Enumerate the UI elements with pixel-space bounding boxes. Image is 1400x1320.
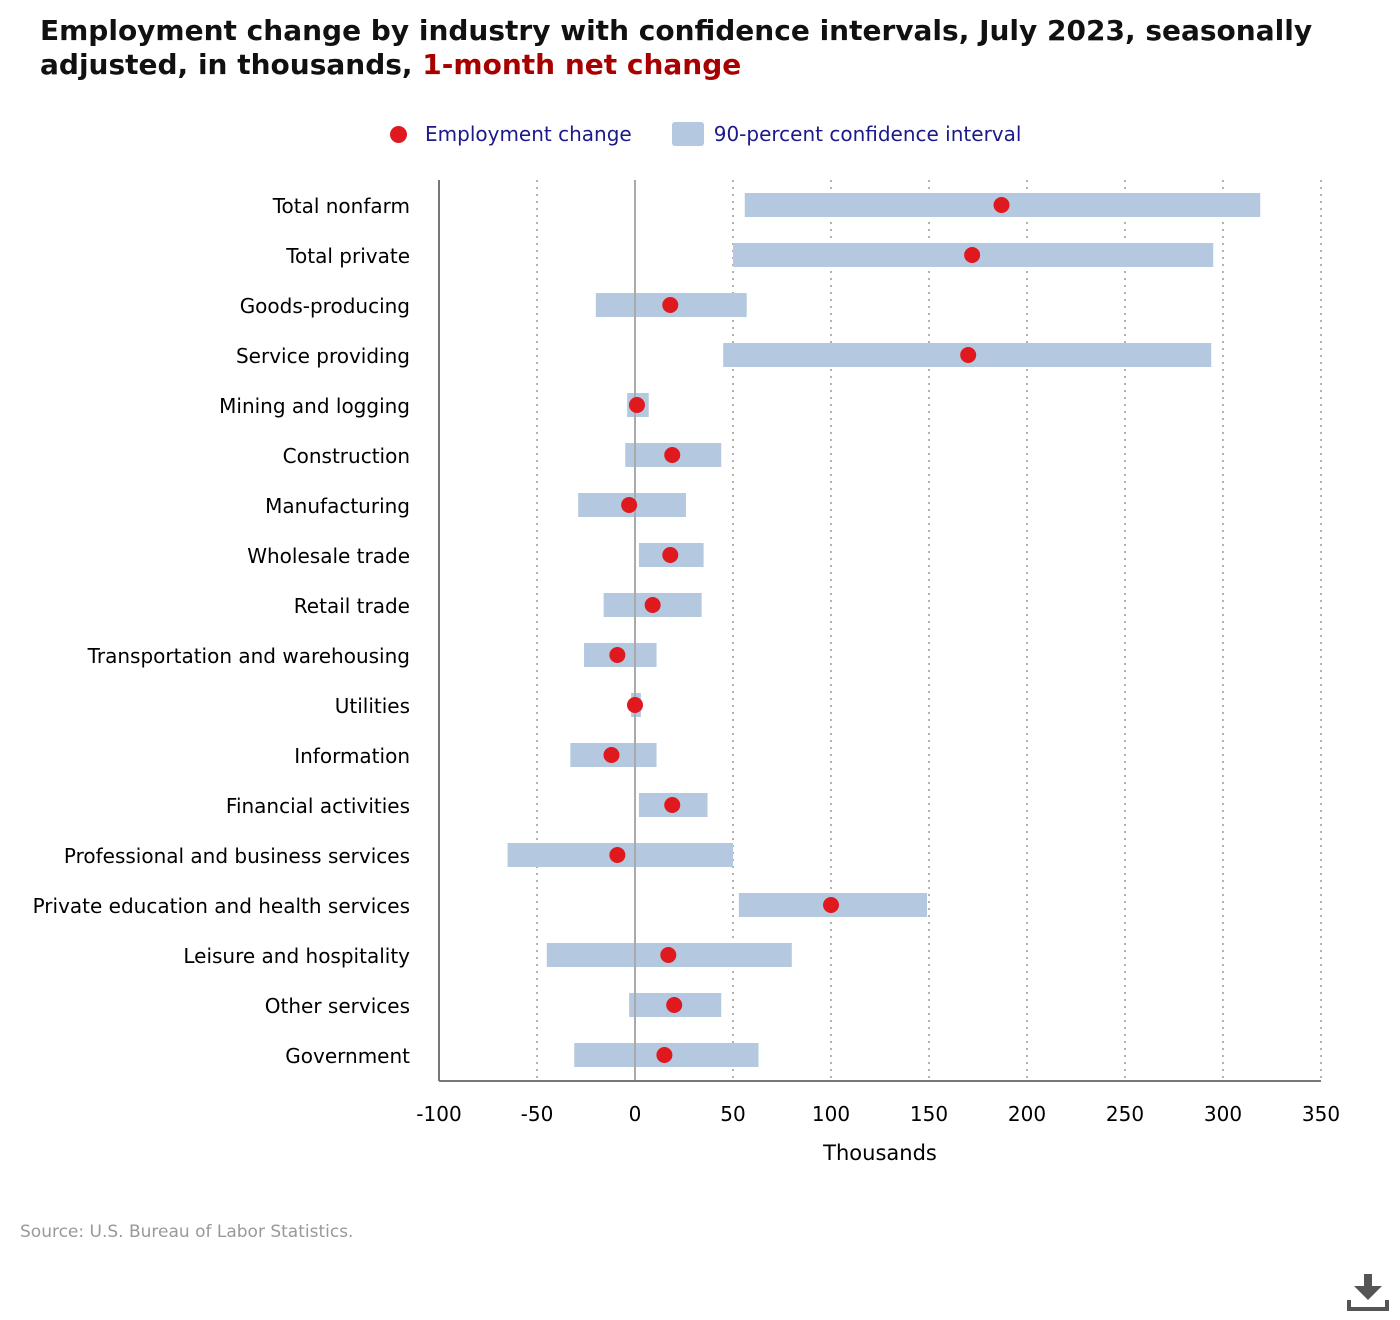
- employment-change-point: [662, 297, 679, 313]
- x-tick-labels: -100 -50 0 50 100 150 200 250 300 350: [416, 1102, 1340, 1126]
- category-label: Utilities: [335, 694, 410, 718]
- category-label: Goods-producing: [240, 294, 410, 318]
- x-tick-label: 300: [1204, 1102, 1242, 1126]
- employment-change-point: [621, 497, 638, 513]
- employment-change-point: [664, 447, 681, 463]
- category-label: Private education and health services: [33, 894, 410, 918]
- x-axis-label: Thousands: [822, 1141, 937, 1165]
- source-note: Source: U.S. Bureau of Labor Statistics.: [20, 1222, 354, 1242]
- category-label: Other services: [265, 994, 410, 1018]
- x-tick-label: -100: [416, 1102, 461, 1126]
- category-labels: Total nonfarm Total private Goods-producin…: [33, 194, 411, 1068]
- legend-interval-swatch: [671, 122, 704, 146]
- axes: [438, 180, 1321, 1082]
- category-label: Wholesale trade: [247, 544, 410, 568]
- chart-title: Employment change by industry with confi…: [40, 14, 1370, 82]
- employment-change-point: [823, 897, 839, 913]
- grid-lines: [536, 180, 1322, 1081]
- category-label: Financial activities: [226, 794, 410, 818]
- category-label: Mining and logging: [219, 394, 410, 418]
- x-tick-label: 150: [910, 1102, 948, 1126]
- employment-change-point: [603, 747, 620, 763]
- chart-title-main: Employment change by industry with confi…: [40, 14, 1313, 81]
- employment-change-point: [609, 847, 626, 863]
- employment-change-point: [628, 397, 645, 413]
- legend-point-label: Employment change: [425, 122, 632, 146]
- employment-change-point: [627, 697, 643, 713]
- category-label: Leisure and hospitality: [183, 944, 410, 968]
- category-label: Construction: [283, 444, 410, 468]
- category-label: Total private: [285, 244, 410, 268]
- x-tick-label: 100: [812, 1102, 850, 1126]
- category-label: Transportation and warehousing: [87, 644, 410, 668]
- employment-change-point: [993, 197, 1010, 213]
- employment-change-point: [964, 247, 981, 263]
- x-tick-label: 0: [629, 1102, 642, 1126]
- employment-change-point: [656, 1047, 673, 1063]
- chart-title-highlight: 1-month net change: [422, 48, 742, 81]
- dot-plot-chart: Total nonfarm Total private Goods-producin…: [33, 180, 1340, 1165]
- interval-bars: [507, 193, 1261, 1067]
- legend-point-marker: [390, 125, 407, 143]
- x-tick-label: 250: [1106, 1102, 1144, 1126]
- employment-change-point: [664, 797, 681, 813]
- employment-change-point: [644, 597, 661, 613]
- download-button[interactable]: [1346, 1270, 1390, 1314]
- category-label: Government: [285, 1044, 410, 1068]
- employment-change-point: [666, 997, 683, 1013]
- employment-change-point: [660, 947, 677, 963]
- x-tick-label: 350: [1302, 1102, 1340, 1126]
- download-icon: [1347, 1274, 1389, 1311]
- x-tick-label: -50: [521, 1102, 554, 1126]
- employment-change-point: [662, 547, 679, 563]
- category-label: Total nonfarm: [272, 194, 410, 218]
- x-tick-label: 200: [1008, 1102, 1046, 1126]
- category-label: Service providing: [236, 344, 410, 368]
- employment-change-point: [960, 347, 977, 363]
- category-label: Manufacturing: [265, 494, 410, 518]
- chart-legend: Employment change 90-percent confidence …: [390, 118, 1021, 150]
- category-label: Retail trade: [294, 594, 410, 618]
- legend-interval-label: 90-percent confidence interval: [713, 122, 1022, 146]
- category-label: Information: [294, 744, 410, 768]
- employment-points: [603, 197, 1010, 1063]
- x-tick-label: 50: [720, 1102, 745, 1126]
- employment-change-point: [609, 647, 626, 663]
- category-label: Professional and business services: [64, 844, 410, 868]
